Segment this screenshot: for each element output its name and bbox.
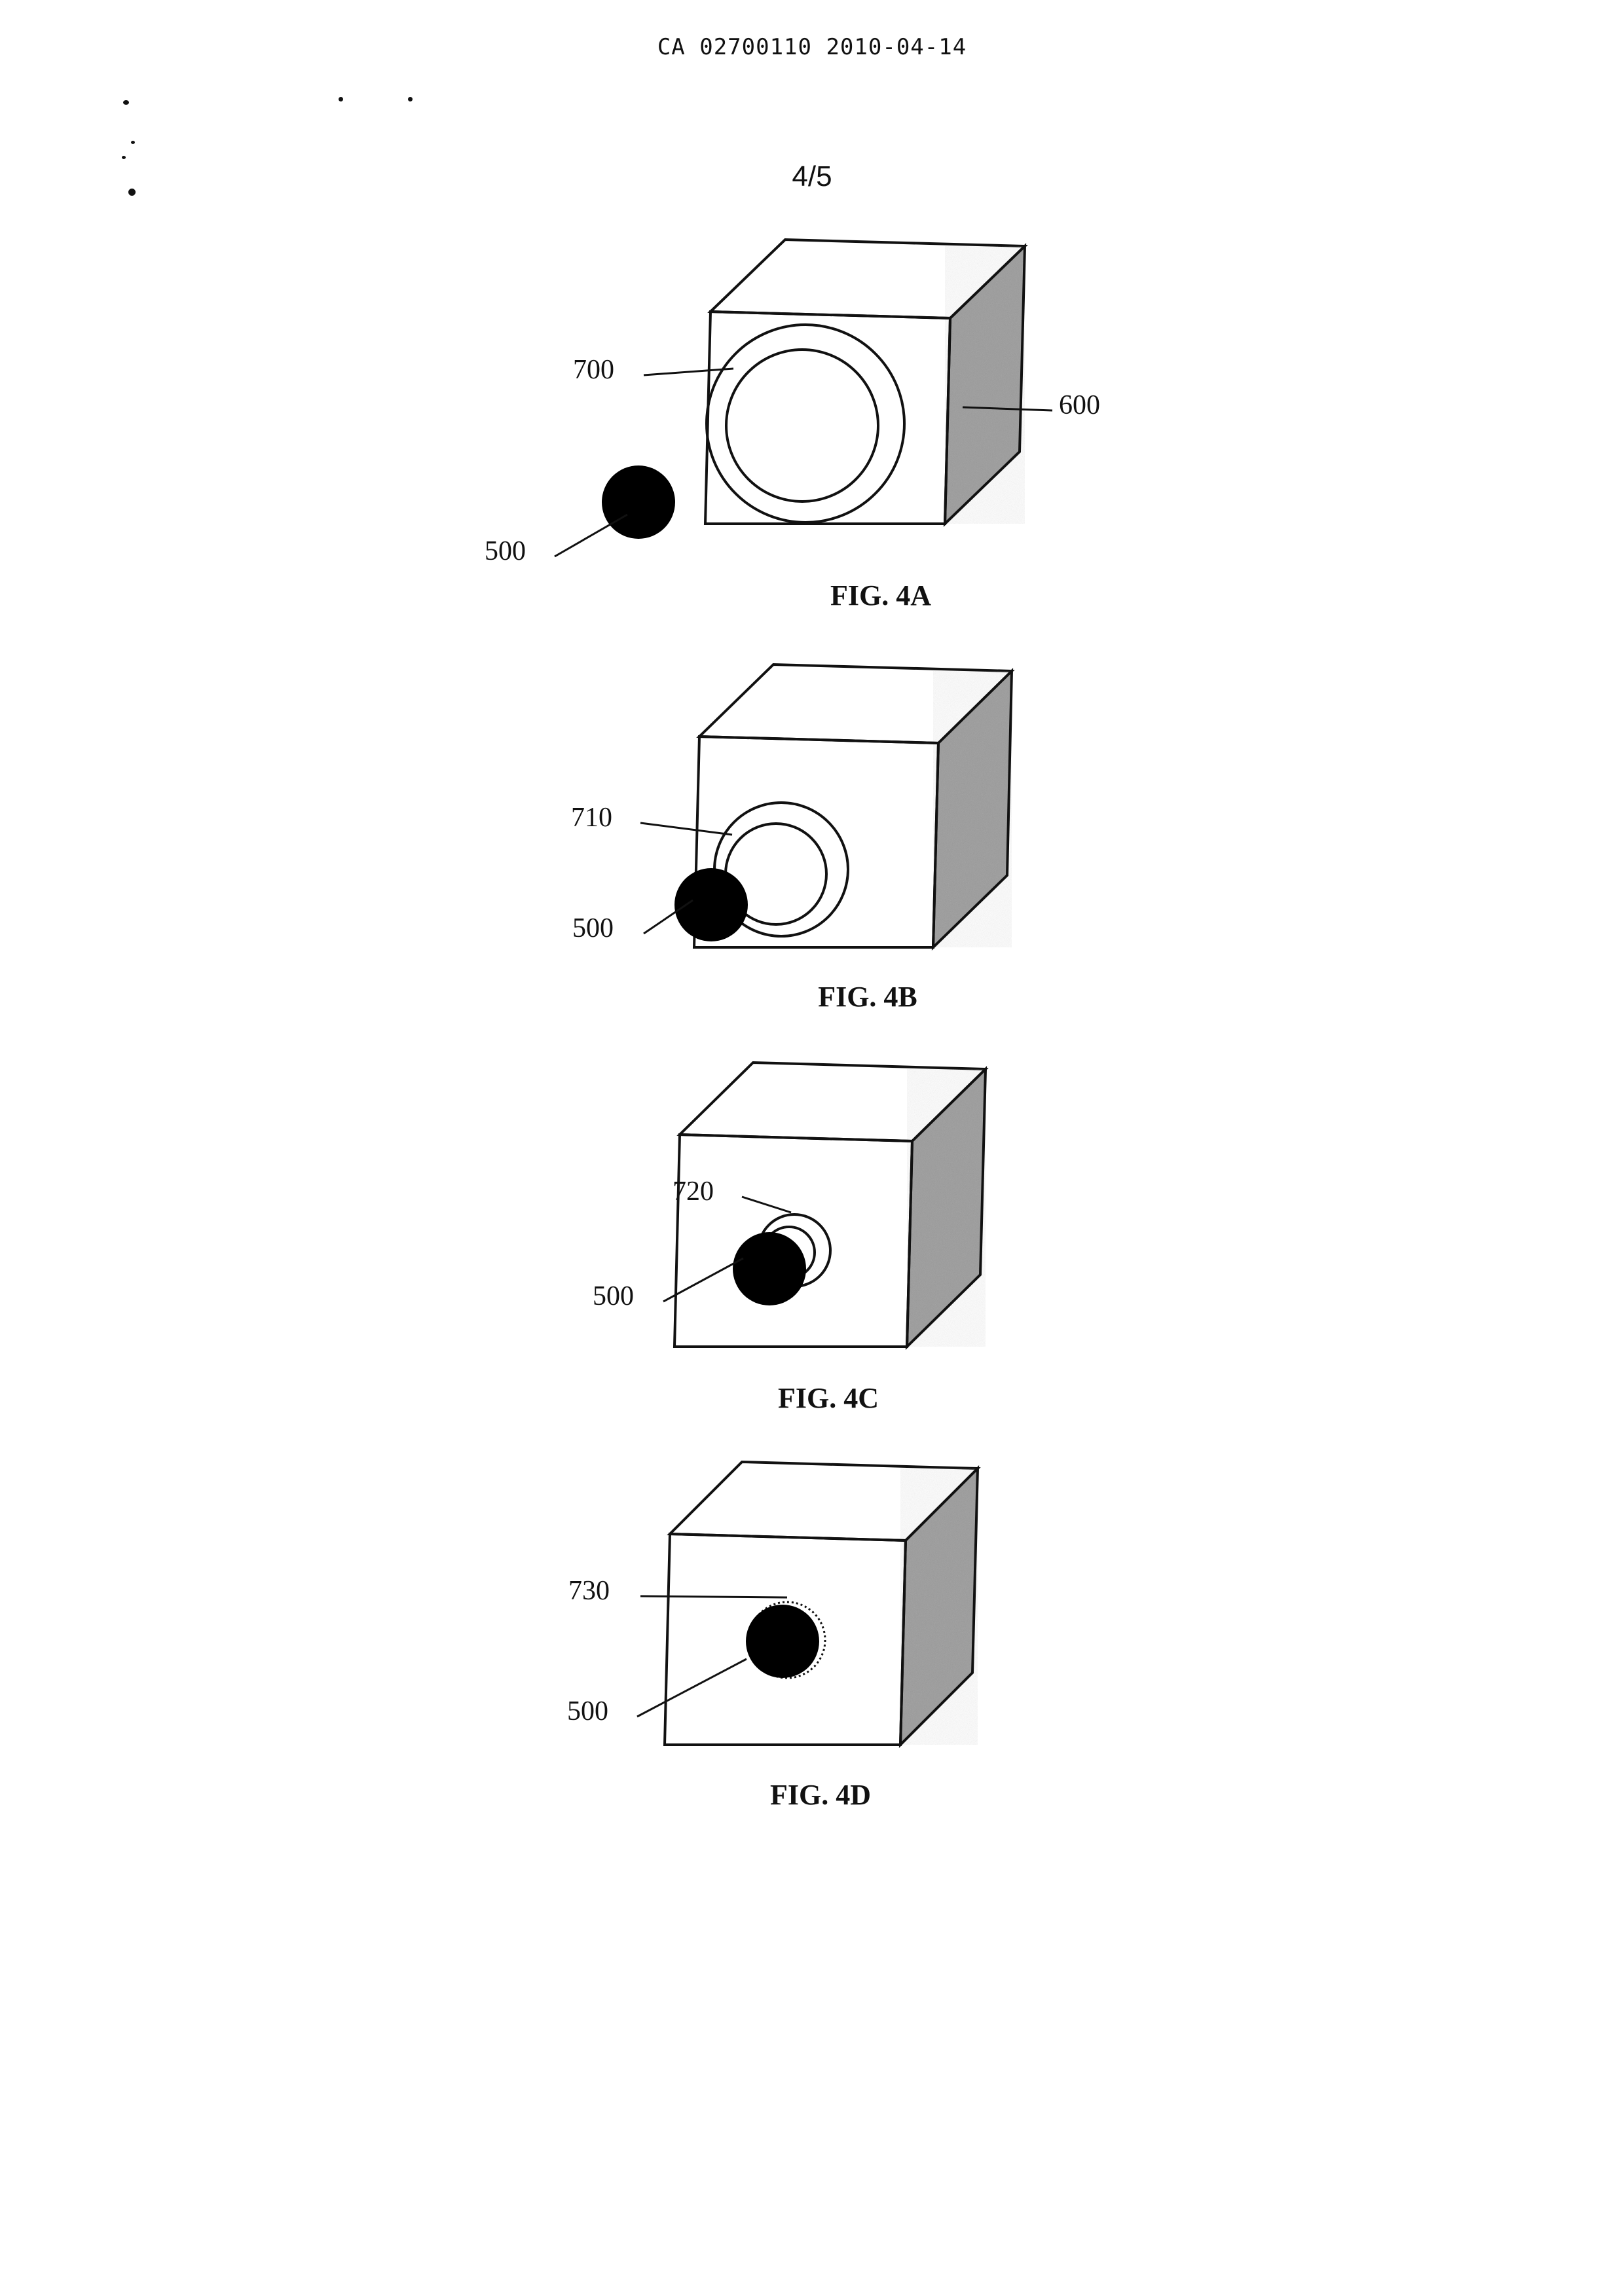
ref-label-600: 600 [1059,390,1100,420]
sphere-500 [733,1232,806,1305]
figure-caption: FIG. 4A [830,579,931,611]
leader-line-710 [640,823,732,835]
ref-label-500: 500 [593,1281,634,1311]
ref-label-500: 500 [572,913,614,943]
figure-4a: 700 600 500 FIG. 4A [485,240,1100,611]
ref-label-720: 720 [673,1176,714,1207]
figure-caption: FIG. 4B [818,981,917,1013]
cube-side-texture [907,1069,986,1347]
figure-caption: FIG. 4C [778,1382,879,1414]
ref-label-500: 500 [567,1696,608,1726]
inner-ring-700 [726,350,878,501]
outer-ring-700 [707,325,904,522]
figure-caption: FIG. 4D [770,1779,871,1811]
leader-line-720 [742,1197,791,1212]
leader-line-500 [637,1659,747,1717]
ref-label-500: 500 [485,536,526,566]
ref-label-710: 710 [571,803,612,833]
cube-side-texture [900,1468,978,1745]
cube-side-texture [933,671,1012,947]
sphere-500 [602,465,675,539]
cube-front-face [674,1135,912,1347]
ref-label-730: 730 [568,1576,610,1606]
leader-line-730 [640,1596,787,1597]
figure-4d: 730 500 FIG. 4D [567,1462,978,1811]
figure-4c: 720 500 FIG. 4C [593,1063,986,1414]
cube-side-texture [945,246,1025,524]
sphere-500 [746,1605,819,1678]
ref-label-700: 700 [573,355,614,385]
cube-front-face [705,312,950,524]
leader-line-500 [555,515,627,556]
figure-4b: 710 500 FIG. 4B [571,665,1012,1013]
